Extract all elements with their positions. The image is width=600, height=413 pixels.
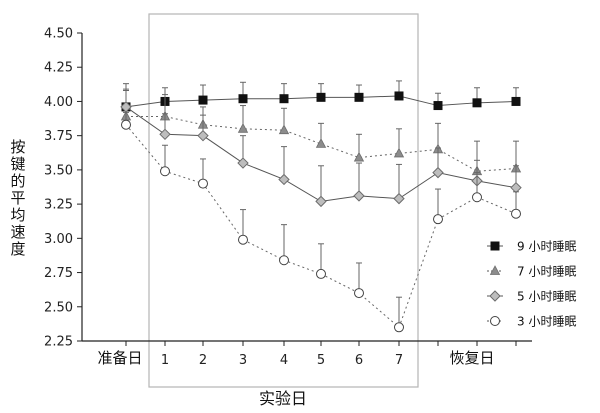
data-point (278, 124, 290, 135)
data-point (279, 255, 289, 266)
data-point (238, 234, 248, 245)
data-point (472, 98, 482, 108)
legend-marker (489, 265, 501, 275)
legend-marker (489, 290, 501, 302)
data-point (237, 157, 249, 169)
y-tick-label: 2.25 (44, 335, 73, 350)
data-point (472, 192, 482, 203)
data-point (315, 138, 327, 148)
data-point (279, 94, 289, 104)
data-point (159, 128, 171, 141)
x-tick-label: 6 (355, 353, 363, 368)
legend-label: 7 小时睡眠 (517, 265, 576, 279)
y-tick-label: 3.75 (44, 129, 73, 144)
data-point (433, 214, 443, 225)
data-point (511, 96, 521, 106)
data-point (315, 195, 327, 208)
series-triangle (120, 88, 522, 176)
data-point (316, 92, 326, 102)
x-tick-label: 恢复日 (449, 349, 494, 367)
data-point (432, 166, 444, 179)
legend-label: 5 小时睡眠 (517, 290, 576, 304)
y-axis-title-char: 平 (10, 189, 25, 207)
data-point (354, 288, 364, 299)
y-tick-label: 3.50 (44, 163, 73, 178)
x-tick-label: 7 (395, 353, 403, 368)
x-axis-title: 实验日 (259, 389, 307, 408)
data-point (198, 178, 208, 189)
x-tick-label: 4 (280, 353, 288, 368)
y-tick-label: 4.25 (44, 61, 73, 76)
x-tick-labels: 准备日 1 2 3 4 5 6 7 恢复日 (97, 349, 494, 368)
y-axis-title-char: 度 (10, 240, 25, 258)
data-point (393, 192, 405, 205)
experiment-days-box (148, 13, 419, 388)
experiment-days-frame (148, 13, 419, 388)
data-point (160, 166, 170, 177)
x-tick-label: 2 (199, 353, 207, 368)
series-diamond (120, 89, 522, 208)
data-point (394, 91, 404, 101)
y-tick-label: 4.50 (44, 27, 73, 42)
data-point (511, 208, 521, 219)
legend-marker (490, 316, 500, 326)
data-point (393, 147, 405, 158)
y-axis-title-char: 速 (10, 223, 25, 241)
data-point (121, 119, 131, 130)
y-axis-title-char: 按 (10, 138, 25, 156)
legend-item: 9 小时睡眠 (487, 240, 576, 254)
data-point (198, 95, 208, 105)
x-tick-label: 1 (161, 353, 169, 368)
y-axis-title-char: 键 (10, 155, 25, 173)
data-point (278, 173, 290, 186)
axes (81, 33, 532, 346)
data-point (353, 151, 365, 162)
y-tick-label: 2.75 (44, 266, 73, 281)
y-axis-title-char: 的 (10, 172, 25, 190)
y-ticks: 2.25 2.50 2.75 3.00 3.25 3.50 3.75 4.00 4.25 4.50 (44, 27, 82, 350)
series-circle (121, 111, 521, 333)
y-tick-label: 3.00 (44, 232, 73, 247)
legend-item: 3 小时睡眠 (487, 315, 576, 329)
data-point (237, 122, 249, 133)
x-tick-label: 5 (317, 353, 325, 368)
data-point (433, 101, 443, 111)
x-tick-label: 准备日 (97, 349, 142, 367)
data-point (394, 322, 404, 333)
legend: 9 小时睡眠 7 小时睡眠 5 小时睡眠 3 小时睡眠 (487, 240, 576, 329)
series-square (121, 80, 521, 112)
y-tick-label: 2.50 (44, 300, 73, 315)
data-point (353, 190, 365, 202)
y-tick-label: 3.25 (44, 198, 73, 213)
y-tick-label: 4.00 (44, 95, 73, 110)
legend-label: 3 小时睡眠 (517, 315, 576, 329)
legend-item: 7 小时睡眠 (487, 265, 576, 279)
data-point (238, 94, 248, 104)
series-line (125, 124, 517, 329)
data-point (316, 268, 326, 279)
legend-item: 5 小时睡眠 (487, 290, 576, 304)
x-tick-label: 3 (239, 353, 247, 368)
y-axis-title-char: 均 (10, 206, 25, 224)
data-point (510, 181, 522, 194)
legend-marker (490, 241, 500, 251)
series-layer (120, 80, 522, 333)
legend-label: 9 小时睡眠 (517, 240, 576, 254)
data-point (197, 129, 209, 142)
data-point (354, 92, 364, 102)
